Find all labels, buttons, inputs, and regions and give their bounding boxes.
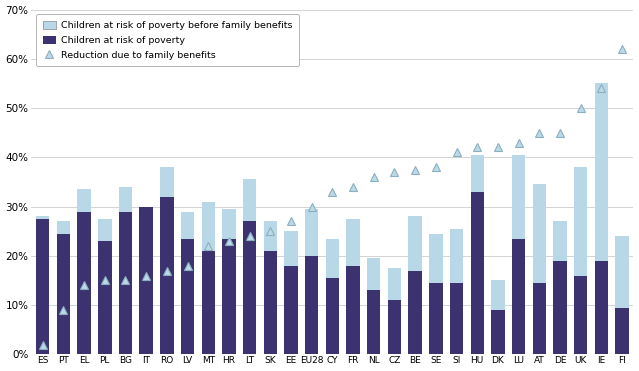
Bar [98, 241, 112, 354]
Bar [119, 187, 132, 211]
Bar [222, 209, 236, 239]
Bar [388, 300, 401, 354]
Bar [429, 283, 443, 354]
Bar [264, 251, 277, 354]
Bar [36, 216, 49, 219]
Bar [595, 261, 608, 354]
Bar [243, 180, 256, 221]
Bar [491, 280, 505, 310]
Bar [243, 221, 256, 354]
Bar [367, 258, 380, 290]
Bar [305, 209, 318, 256]
Bar [284, 231, 298, 266]
Bar [367, 290, 380, 354]
Bar [139, 207, 153, 354]
Bar [450, 229, 463, 283]
Bar [284, 266, 298, 354]
Bar [326, 278, 339, 354]
Bar [553, 261, 567, 354]
Bar [388, 268, 401, 300]
Bar [77, 189, 91, 211]
Bar [408, 216, 422, 270]
Bar [160, 197, 174, 354]
Bar [77, 211, 91, 354]
Bar [408, 270, 422, 354]
Bar [346, 219, 360, 266]
Bar [512, 239, 525, 354]
Bar [222, 239, 236, 354]
Bar [450, 283, 463, 354]
Bar [264, 221, 277, 251]
Bar [305, 256, 318, 354]
Bar [532, 184, 546, 283]
Bar [181, 239, 194, 354]
Bar [98, 219, 112, 241]
Bar [346, 266, 360, 354]
Bar [160, 167, 174, 197]
Bar [532, 283, 546, 354]
Bar [201, 251, 215, 354]
Bar [57, 221, 70, 234]
Bar [574, 167, 587, 276]
Bar [470, 192, 484, 354]
Bar [491, 310, 505, 354]
Bar [326, 239, 339, 278]
Bar [615, 308, 629, 354]
Bar [553, 221, 567, 261]
Bar [615, 236, 629, 308]
Bar [201, 202, 215, 251]
Bar [57, 234, 70, 354]
Bar [429, 234, 443, 283]
Bar [574, 276, 587, 354]
Legend: Children at risk of poverty before family benefits, Children at risk of poverty,: Children at risk of poverty before famil… [36, 14, 298, 66]
Bar [36, 219, 49, 354]
Bar [119, 211, 132, 354]
Bar [512, 155, 525, 239]
Bar [181, 211, 194, 239]
Bar [595, 83, 608, 261]
Bar [470, 155, 484, 192]
